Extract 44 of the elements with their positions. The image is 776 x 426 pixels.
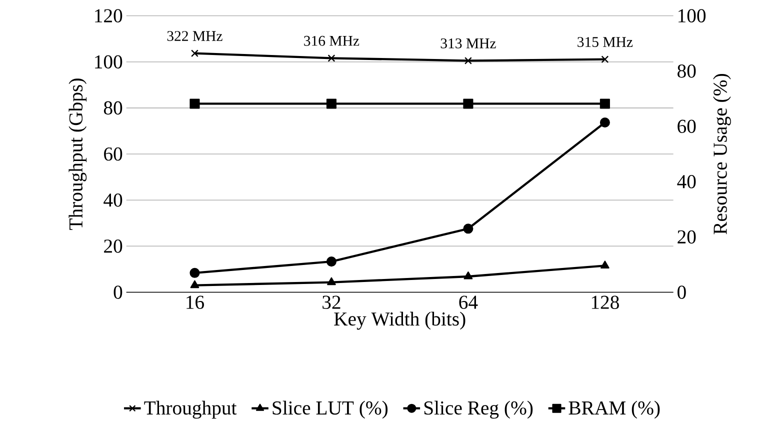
y-tick-label: 20 [104, 240, 122, 254]
annotation: 322 MHz [167, 31, 222, 42]
point [190, 280, 200, 288]
point [328, 54, 336, 62]
y-tick-label: 120 [95, 9, 122, 23]
legend-label: Slice Reg (%) [424, 401, 533, 419]
y-tick-label: 100 [95, 55, 122, 69]
x-tick-label: 64 [459, 296, 478, 310]
annotation: 313 MHz [440, 38, 496, 49]
point [601, 56, 609, 64]
point [463, 224, 474, 234]
y2-axis-title: Resource Usage (%) [713, 74, 731, 235]
x-axis-title: Key Width (bits) [334, 312, 466, 330]
point [190, 98, 200, 109]
legend-label: Slice LUT (%) [272, 401, 388, 419]
y-tick-label: 0 [114, 286, 122, 300]
point [463, 98, 474, 109]
legend-label: BRAM (%) [568, 401, 660, 419]
point [190, 50, 198, 58]
y2-tick-label: 20 [678, 230, 696, 244]
x-tick-label: 32 [322, 296, 340, 310]
y2-tick-label: 40 [677, 175, 696, 189]
y-axis-title: Throughput (Gbps) [68, 78, 87, 230]
point [464, 57, 472, 65]
point [326, 256, 336, 267]
y2-tick-label: 60 [678, 120, 696, 134]
y-tick-label: 60 [104, 148, 122, 161]
point [464, 272, 473, 280]
x-tick-label: 16 [186, 296, 204, 310]
point [600, 260, 610, 269]
y2-tick-label: 100 [678, 9, 706, 23]
point [600, 118, 610, 128]
point [190, 268, 200, 278]
legend-label: Throughput [144, 401, 237, 419]
y2-tick-label: 0 [678, 286, 686, 300]
point [327, 278, 336, 286]
point [600, 98, 610, 109]
x-tick-label: 128 [592, 296, 619, 310]
point [326, 98, 336, 109]
y2-tick-label: 80 [678, 64, 696, 78]
y-tick-label: 80 [104, 102, 122, 115]
annotation: 315 MHz [578, 37, 633, 48]
y-tick-label: 40 [104, 194, 122, 207]
annotation: 316 MHz [304, 36, 360, 46]
